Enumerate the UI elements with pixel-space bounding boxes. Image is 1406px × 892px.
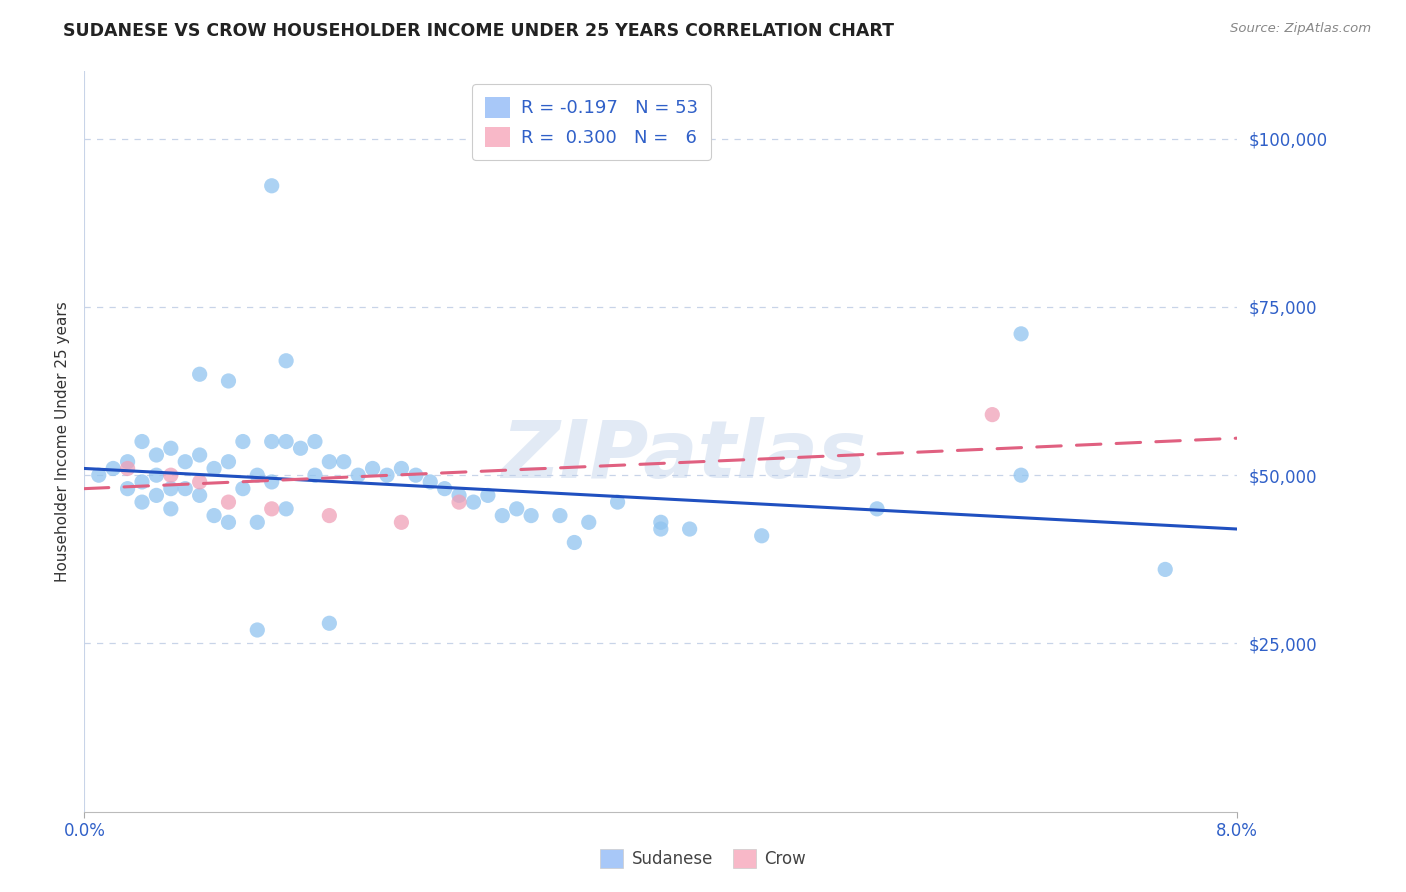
Point (160, 442, 183, 456)
Point (375, 468, 398, 483)
Point (232, 482, 254, 496)
Point (160, 468, 183, 483)
Point (419, 475, 441, 489)
Legend: Sudanese, Crow: Sudanese, Crow (593, 842, 813, 875)
Point (981, 408, 1004, 422)
Point (463, 495, 485, 509)
Point (449, 488, 471, 502)
Y-axis label: Householder Income Under 25 years: Householder Income Under 25 years (55, 301, 70, 582)
Point (174, 455, 197, 469)
Point (260, 178, 283, 193)
Point (391, 461, 413, 475)
Point (160, 482, 183, 496)
Point (318, 616, 340, 631)
Point (218, 374, 240, 388)
Point (145, 448, 167, 462)
Point (188, 368, 211, 382)
Point (276, 501, 298, 516)
Point (131, 434, 153, 449)
Point (866, 501, 889, 516)
Point (491, 508, 513, 523)
Point (1010, 468, 1032, 483)
Point (449, 495, 471, 509)
Text: Source: ZipAtlas.com: Source: ZipAtlas.com (1230, 22, 1371, 36)
Point (145, 488, 167, 502)
Point (188, 448, 211, 462)
Point (650, 516, 672, 530)
Point (260, 501, 283, 516)
Point (304, 434, 326, 449)
Point (520, 508, 543, 523)
Point (117, 482, 139, 496)
Point (276, 353, 298, 368)
Point (477, 488, 499, 502)
Point (131, 495, 153, 509)
Point (103, 461, 124, 475)
Point (318, 508, 340, 523)
Point (433, 482, 456, 496)
Point (606, 495, 628, 509)
Point (506, 501, 529, 516)
Point (564, 535, 586, 549)
Point (246, 516, 269, 530)
Point (117, 461, 139, 475)
Point (1154, 562, 1177, 576)
Point (145, 468, 167, 483)
Point (1010, 326, 1032, 341)
Point (188, 488, 211, 502)
Point (246, 468, 269, 483)
Point (751, 529, 773, 543)
Point (218, 516, 240, 530)
Point (290, 442, 312, 456)
Point (405, 468, 427, 483)
Point (202, 508, 225, 523)
Point (318, 455, 340, 469)
Text: SUDANESE VS CROW HOUSEHOLDER INCOME UNDER 25 YEARS CORRELATION CHART: SUDANESE VS CROW HOUSEHOLDER INCOME UNDE… (63, 22, 894, 40)
Point (260, 434, 283, 449)
Point (202, 461, 225, 475)
Point (276, 434, 298, 449)
Point (391, 516, 413, 530)
Point (260, 475, 283, 489)
Point (131, 475, 153, 489)
Point (232, 434, 254, 449)
Point (174, 482, 197, 496)
Point (117, 455, 139, 469)
Point (304, 468, 326, 483)
Legend: R = -0.197   N = 53, R =  0.300   N =   6: R = -0.197 N = 53, R = 0.300 N = 6 (472, 84, 711, 160)
Point (246, 623, 269, 637)
Point (218, 495, 240, 509)
Point (333, 455, 356, 469)
Point (679, 522, 702, 536)
Point (361, 461, 384, 475)
Text: ZIPatlas: ZIPatlas (502, 417, 866, 495)
Point (650, 522, 672, 536)
Point (548, 508, 571, 523)
Point (87, 468, 110, 483)
Point (347, 468, 370, 483)
Point (218, 455, 240, 469)
Point (188, 475, 211, 489)
Point (160, 501, 183, 516)
Point (578, 516, 600, 530)
